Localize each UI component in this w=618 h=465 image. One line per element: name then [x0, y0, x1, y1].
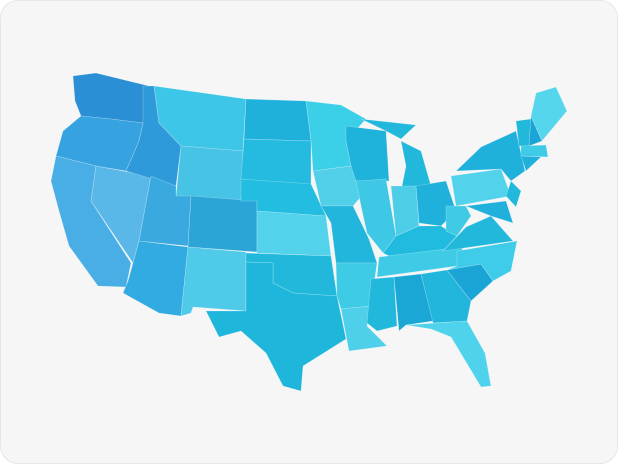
state-texas[interactable]	[205, 261, 347, 392]
state-south-dakota[interactable]	[240, 138, 312, 187]
state-michigan-upper[interactable]	[360, 118, 417, 140]
state-vermont[interactable]	[515, 118, 532, 147]
state-maine[interactable]	[530, 86, 568, 142]
state-new-jersey[interactable]	[505, 180, 522, 208]
state-louisiana[interactable]	[340, 305, 388, 352]
state-new-mexico[interactable]	[180, 246, 247, 317]
state-pennsylvania[interactable]	[450, 168, 512, 207]
state-massachusetts[interactable]	[520, 144, 549, 158]
state-washington[interactable]	[72, 72, 150, 124]
state-florida[interactable]	[405, 320, 492, 388]
state-west-virginia[interactable]	[445, 205, 472, 237]
state-north-carolina[interactable]	[446, 240, 518, 282]
state-wyoming[interactable]	[175, 145, 244, 202]
state-north-dakota[interactable]	[243, 98, 312, 142]
state-arizona[interactable]	[122, 240, 189, 317]
state-kansas[interactable]	[256, 210, 332, 257]
state-colorado[interactable]	[187, 195, 258, 253]
state-maryland[interactable]	[465, 200, 514, 224]
state-alabama[interactable]	[393, 273, 434, 332]
state-new-york[interactable]	[455, 130, 526, 182]
state-mississippi[interactable]	[366, 276, 398, 332]
state-connecticut[interactable]	[520, 155, 542, 172]
state-georgia[interactable]	[420, 269, 472, 324]
state-michigan-lower[interactable]	[400, 140, 432, 192]
